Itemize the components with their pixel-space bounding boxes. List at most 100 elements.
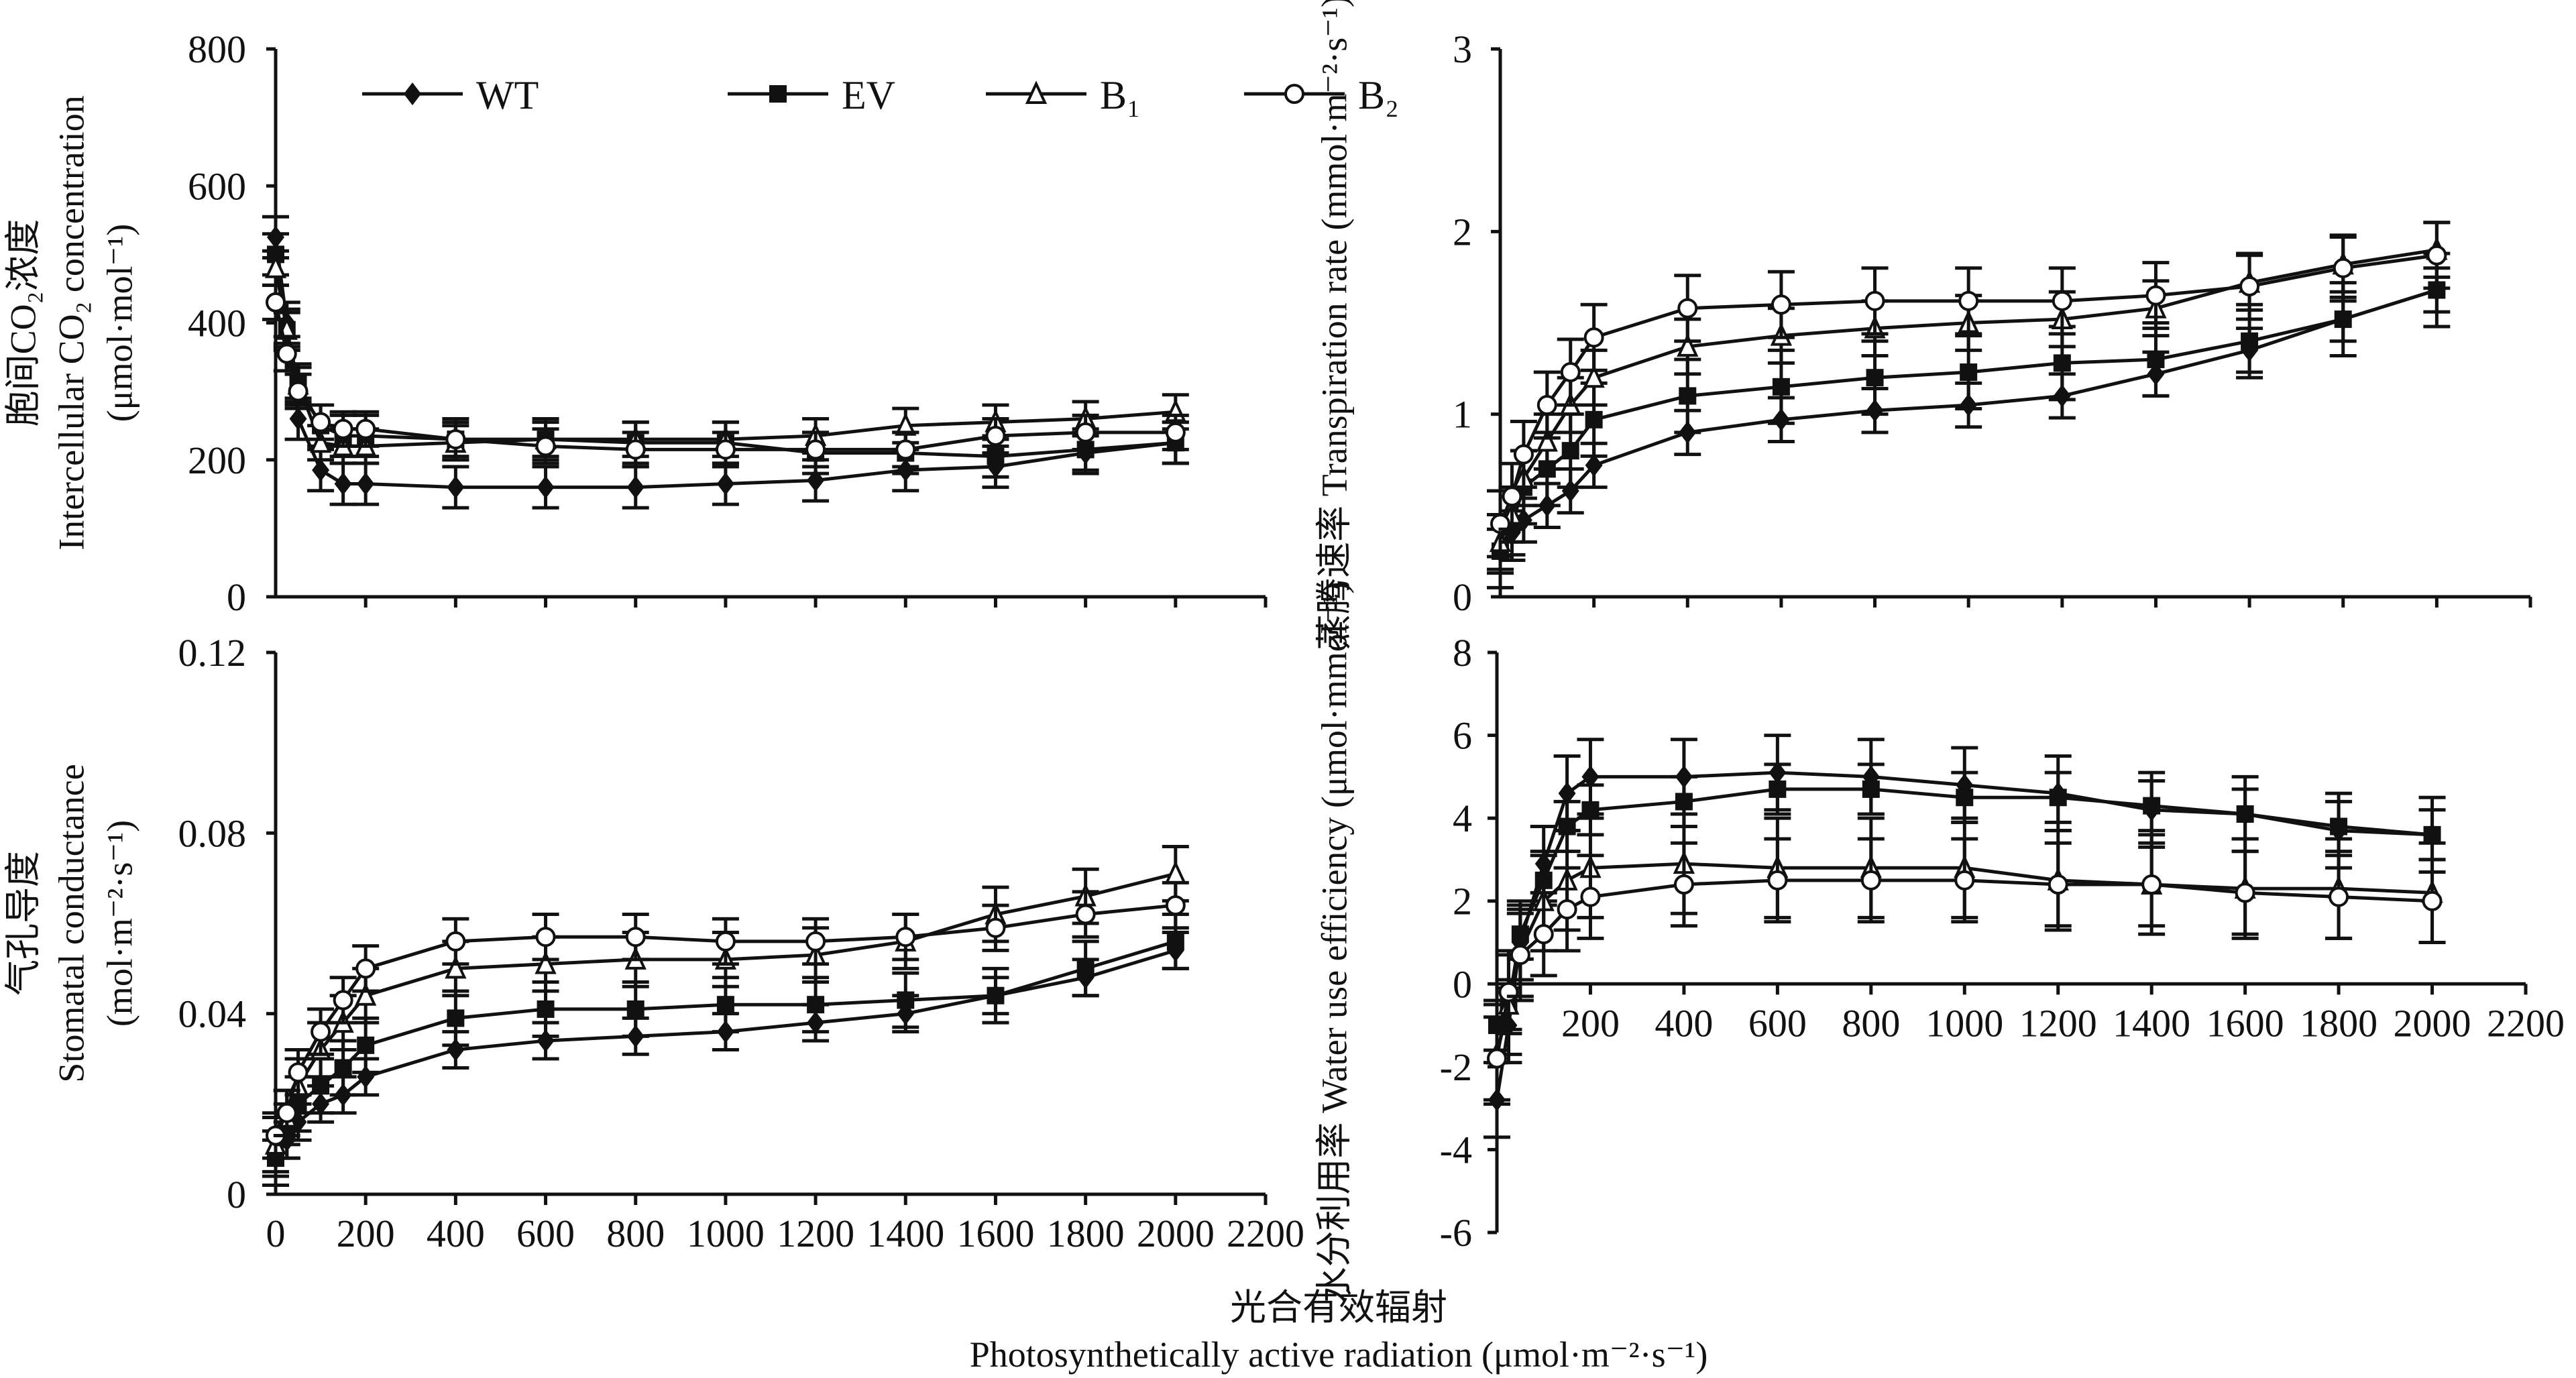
legend-marker-diamond xyxy=(404,82,421,105)
series-line xyxy=(274,268,1176,448)
data-point-circle xyxy=(1165,895,1186,916)
data-point-circle xyxy=(276,1102,297,1123)
data-point-diamond xyxy=(334,472,352,496)
data-point-circle xyxy=(2052,290,2072,311)
data-point-circle xyxy=(1864,290,1885,311)
data-point-circle xyxy=(805,931,826,952)
data-point-circle xyxy=(1513,444,1534,465)
data-point-square xyxy=(1581,801,1600,819)
data-point-square xyxy=(2330,817,2348,836)
data-point-circle xyxy=(276,343,297,364)
data-point-square xyxy=(2334,310,2352,329)
y-tick-label: 0 xyxy=(1453,962,1472,1006)
data-point-circle xyxy=(1510,945,1530,966)
data-point-square xyxy=(2049,789,2067,807)
data-point-triangle xyxy=(1583,364,1605,388)
data-point-diamond xyxy=(716,472,734,496)
data-point-square xyxy=(357,1036,375,1054)
x-tick-label: 1200 xyxy=(2019,1001,2097,1045)
y-tick-label: 600 xyxy=(188,164,246,208)
data-point-circle xyxy=(1533,924,1554,945)
x-tick-label: 1000 xyxy=(687,1212,765,1255)
x-tick-label: 2200 xyxy=(2487,1001,2565,1045)
y-tick-label: 2 xyxy=(1453,210,1472,253)
data-point-circle xyxy=(355,958,376,979)
x-tick-label: 1800 xyxy=(2300,1001,2377,1045)
data-point-circle xyxy=(2048,874,2068,895)
x-tick-label: 1800 xyxy=(1047,1212,1125,1255)
panel-bottom-left: 0 0.04 0.08 0.12 0 200 400 600 800 1000 1200 1400 16… xyxy=(3,631,1304,1255)
data-point-circle xyxy=(1560,362,1581,383)
data-point-circle xyxy=(625,439,646,460)
data-point-circle xyxy=(1557,899,1577,920)
data-point-circle xyxy=(266,292,286,312)
data-point-square xyxy=(1772,378,1790,396)
data-point-circle xyxy=(1498,982,1519,1002)
x-tick-label: 1400 xyxy=(866,1212,944,1255)
data-point-diamond xyxy=(1558,782,1576,805)
data-point-square xyxy=(2423,825,2441,844)
data-point-circle xyxy=(288,381,309,402)
legend-marker-triangle xyxy=(1025,80,1048,104)
x-tick-label: 2000 xyxy=(2394,1001,2471,1045)
data-point-square xyxy=(2147,350,2165,368)
data-point-circle xyxy=(2239,276,2260,297)
data-point-circle xyxy=(1958,290,1979,311)
y-tick-label: 0.12 xyxy=(178,631,247,675)
data-point-square xyxy=(2053,354,2071,372)
data-point-circle xyxy=(625,927,646,948)
data-point-circle xyxy=(333,990,353,1011)
data-point-square xyxy=(1076,960,1095,978)
panel-bottom-right: -6 -4 -2 0 2 4 6 8 200 400 600 800 1000 1200 1400 1600 1… xyxy=(1314,581,2565,1303)
data-point-square xyxy=(2241,332,2259,350)
y-axis-label: (mol·m⁻²·s⁻¹) xyxy=(99,820,139,1027)
x-tick-label: 2200 xyxy=(1227,1212,1304,1255)
data-point-circle xyxy=(333,418,353,439)
data-point-circle xyxy=(1165,422,1186,443)
y-axis-label: 水分利用率 Water use efficiency (μmol·mmol⁻¹) xyxy=(1314,581,1354,1303)
series-B₂ xyxy=(1483,837,2446,1102)
x-tick-label: 600 xyxy=(1748,1001,1807,1045)
data-point-circle xyxy=(288,1062,309,1083)
data-point-circle xyxy=(985,917,1006,938)
data-point-circle xyxy=(1075,904,1096,925)
y-tick-label: -4 xyxy=(1440,1128,1472,1171)
data-point-triangle xyxy=(535,950,557,974)
data-point-circle xyxy=(1767,870,1788,891)
legend: WT EV B₁ B₂ xyxy=(362,73,1399,117)
legend-label: EV xyxy=(842,73,895,117)
data-point-square xyxy=(1675,793,1693,811)
x-tick-label: 600 xyxy=(516,1212,575,1255)
legend-label: WT xyxy=(476,73,539,117)
data-point-square xyxy=(1679,387,1697,405)
data-point-triangle xyxy=(1677,333,1699,357)
y-axis-label: (μmol·mol⁻¹) xyxy=(99,224,139,422)
data-point-circle xyxy=(1502,486,1522,507)
data-point-triangle xyxy=(1536,428,1558,452)
data-point-square xyxy=(2236,805,2254,823)
data-point-triangle xyxy=(355,982,377,1006)
data-point-circle xyxy=(2235,882,2255,903)
series-B₂ xyxy=(262,283,1189,469)
data-point-square xyxy=(1862,780,1880,798)
panel-top-right: 0 1 2 3 蒸腾速率 Transpiration rate (mmol·m⁻²·s⁻… xyxy=(1314,0,2532,650)
data-point-square xyxy=(987,986,1005,1004)
y-tick-label: 8 xyxy=(1453,631,1472,675)
x-tick-label: 1200 xyxy=(777,1212,854,1255)
data-point-circle xyxy=(715,439,736,460)
series-B₂ xyxy=(1487,221,2451,559)
data-point-square xyxy=(312,1077,330,1095)
y-axis-label: 蒸腾速率 Transpiration rate (mmol·m⁻²·s⁻¹) xyxy=(1314,0,1354,650)
y-tick-label: 400 xyxy=(188,302,246,345)
data-point-circle xyxy=(1673,874,1694,895)
y-tick-label: -2 xyxy=(1440,1045,1472,1089)
y-axis-label: Intercellular CO₂ concentration xyxy=(51,95,91,551)
y-tick-label: 4 xyxy=(1453,797,1472,840)
legend-label: B₂ xyxy=(1358,73,1399,117)
data-point-circle xyxy=(2422,891,2443,911)
x-tick-label: 2000 xyxy=(1137,1212,1215,1255)
y-tick-label: 3 xyxy=(1453,27,1472,71)
data-point-triangle xyxy=(445,955,467,979)
data-point-circle xyxy=(2333,257,2353,278)
